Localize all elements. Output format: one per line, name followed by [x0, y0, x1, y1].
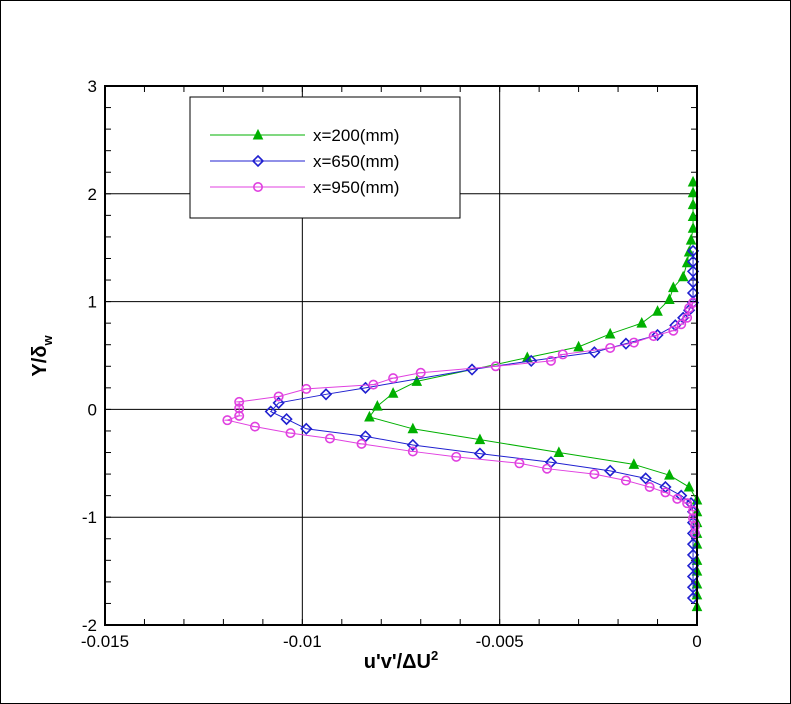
data-point-triangle	[387, 387, 399, 398]
data-point-triangle	[687, 210, 699, 221]
y-tick-label: 0	[88, 400, 97, 419]
data-point-diamond	[525, 354, 538, 368]
data-point-triangle	[687, 222, 699, 233]
data-point-triangle	[652, 305, 663, 316]
x-tick-label: -0.015	[81, 632, 129, 651]
data-point-circle	[589, 469, 600, 480]
data-point-circle	[234, 396, 245, 407]
data-point-circle	[557, 349, 568, 360]
data-point-circle	[451, 451, 462, 462]
y-tick-label: 2	[88, 185, 97, 204]
data-point-triangle	[683, 480, 695, 492]
data-point-circle	[542, 463, 553, 474]
data-point-triangle	[364, 410, 375, 422]
data-point-circle	[682, 312, 693, 323]
data-point-circle	[672, 493, 683, 504]
data-point-circle	[684, 303, 695, 314]
data-point-circle	[690, 520, 701, 531]
data-point-diamond	[604, 464, 617, 477]
plot-border	[104, 85, 698, 626]
legend-label: x=200(mm)	[313, 126, 399, 145]
data-point-diamond	[300, 422, 313, 435]
data-point-circle	[285, 428, 296, 439]
data-point-diamond	[639, 472, 652, 485]
data-point-circle	[222, 415, 233, 426]
data-point-triangle	[411, 375, 423, 386]
y-axis-label: Y/δw	[29, 335, 55, 377]
data-point-circle	[676, 319, 687, 330]
data-point-triangle	[687, 186, 699, 198]
series-line	[225, 302, 696, 534]
data-point-triangle	[553, 446, 565, 458]
data-point-triangle	[252, 128, 264, 140]
x-tick-label: -0.005	[476, 632, 524, 651]
data-point-triangle	[573, 340, 584, 352]
series-layer	[222, 175, 703, 612]
data-point-triangle	[687, 198, 699, 210]
series-1	[264, 244, 700, 605]
data-point-circle	[605, 342, 616, 353]
series-2	[222, 297, 701, 539]
data-point-triangle	[677, 270, 689, 282]
data-point-triangle	[664, 469, 675, 480]
data-point-triangle	[474, 433, 486, 445]
data-point-diamond	[280, 412, 293, 426]
data-point-circle	[273, 391, 284, 402]
data-point-circle	[407, 446, 418, 457]
series-line	[368, 181, 698, 607]
data-point-triangle	[628, 458, 640, 469]
data-point-triangle	[668, 281, 679, 293]
data-point-diamond	[264, 405, 277, 418]
data-point-circle	[234, 410, 245, 421]
data-point-diamond	[473, 447, 487, 460]
data-point-triangle	[687, 175, 699, 187]
data-point-circle	[356, 438, 367, 449]
data-point-diamond	[406, 438, 419, 452]
data-point-circle	[368, 379, 379, 390]
legend-label: x=650(mm)	[313, 152, 399, 171]
data-point-circle	[628, 337, 639, 348]
data-point-circle	[682, 498, 693, 509]
y-tick-label: -2	[82, 616, 97, 635]
data-point-triangle	[664, 293, 675, 304]
data-point-circle	[644, 482, 655, 493]
data-point-diamond	[651, 328, 664, 342]
x-tick-label: -0.01	[283, 632, 322, 651]
data-point-diamond	[251, 154, 265, 168]
y-tick-label: 1	[88, 293, 97, 312]
data-point-circle	[415, 367, 426, 378]
data-point-diamond	[319, 388, 333, 401]
data-point-circle	[234, 403, 245, 414]
data-point-triangle	[636, 317, 648, 328]
legend: x=200(mm) x=650(mm) x=950(mm)	[189, 96, 461, 219]
data-point-diamond	[682, 304, 696, 317]
data-point-triangle	[685, 234, 697, 245]
legend-box	[189, 96, 461, 219]
data-point-circle	[388, 373, 399, 384]
data-point-circle	[545, 355, 556, 366]
data-point-triangle	[372, 400, 383, 411]
y-tick-label: 3	[88, 77, 97, 96]
legend-label: x=950(mm)	[313, 178, 399, 197]
data-point-triangle	[407, 422, 419, 434]
x-axis-label: u'v'/ΔU2	[364, 648, 438, 673]
data-point-circle	[253, 182, 264, 193]
data-point-circle	[324, 433, 335, 444]
data-point-circle	[620, 475, 631, 486]
data-point-circle	[490, 361, 501, 372]
data-point-circle	[668, 325, 679, 336]
series-line	[269, 250, 694, 599]
data-point-circle	[648, 331, 659, 342]
data-point-circle	[301, 383, 312, 394]
data-point-circle	[514, 458, 525, 469]
data-point-circle	[660, 487, 671, 498]
data-point-circle	[249, 421, 260, 432]
data-point-triangle	[604, 327, 616, 339]
x-tick-label: 0	[692, 632, 701, 651]
y-tick-label: -1	[82, 508, 97, 527]
series-0	[364, 175, 703, 612]
data-point-circle	[690, 528, 701, 539]
data-point-diamond	[272, 396, 285, 410]
